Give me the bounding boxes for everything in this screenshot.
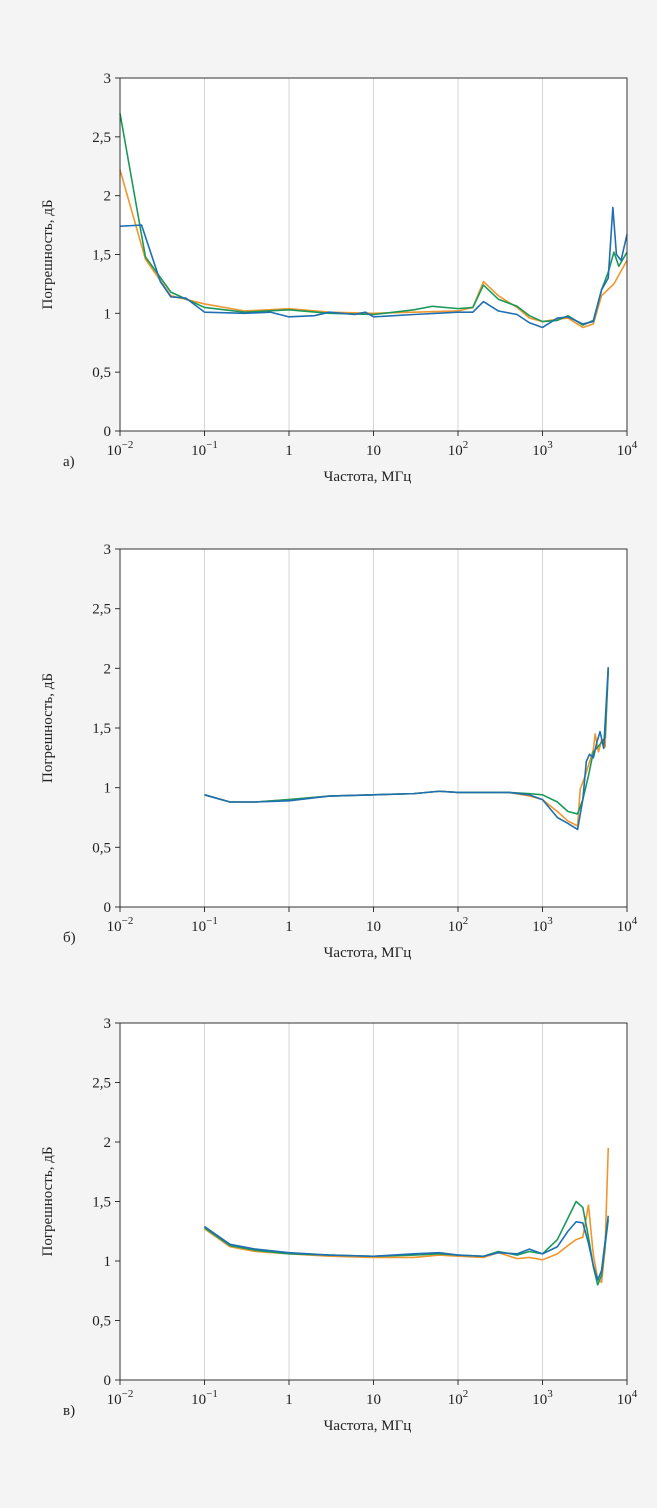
panel-label: а)	[63, 454, 75, 470]
series-line-orange	[119, 169, 628, 329]
series-line-blue	[119, 206, 628, 329]
y-tick-label: 0,5	[92, 1314, 111, 1330]
y-tick-label: 3	[104, 542, 112, 558]
y-tick-label: 0,5	[92, 365, 111, 381]
y-axis-title: Погрешность, дБ	[40, 673, 56, 783]
y-axis-title: Погрешность, дБ	[40, 200, 56, 310]
chart-panel-2: 0 0,5 1 1,5 2 2,5 3 10−2 10−1 1 10 102 103 104 Частота…	[40, 542, 638, 961]
x-axis-title: Частота, МГц	[324, 945, 412, 961]
panel-label: б)	[63, 930, 76, 946]
y-tick-label: 3	[104, 1016, 112, 1032]
chart-panel-1: 0 0,5 1 1,5 2 2,5 3 10−2 10−1 1 10 102 103 104 Частота…	[40, 71, 638, 485]
series-line-blue	[204, 1215, 610, 1281]
x-tick-label: 10	[366, 443, 381, 459]
y-tick-label: 0	[104, 424, 112, 440]
y-tick-label: 1	[104, 306, 112, 322]
panel-label: в)	[63, 1403, 75, 1419]
x-tick-label: 10	[366, 1392, 381, 1408]
y-tick-label: 1,5	[92, 1195, 111, 1211]
x-tick-label: 104	[617, 439, 638, 459]
x-tick-label: 103	[532, 915, 553, 935]
y-tick-label: 1,5	[92, 248, 111, 264]
y-tick-label: 2	[104, 661, 112, 677]
x-tick-label: 10	[366, 919, 381, 935]
chart-panel-3: 0 0,5 1 1,5 2 2,5 3 10−2 10−1 1 10 102 103 104 Частота…	[40, 1016, 638, 1434]
x-tick-label: 1	[285, 919, 293, 935]
y-tick-label: 3	[104, 71, 112, 87]
y-tick-label: 2	[104, 189, 112, 205]
series-line-blue	[204, 667, 610, 831]
y-tick-label: 1	[104, 781, 112, 797]
y-tick-label: 2	[104, 1135, 112, 1151]
x-tick-label: 1	[285, 1392, 293, 1408]
y-tick-label: 1,5	[92, 721, 111, 737]
x-tick-label: 10−2	[107, 439, 134, 459]
x-tick-label: 104	[617, 915, 638, 935]
x-tick-label: 10−2	[107, 1388, 134, 1408]
x-tick-label: 103	[532, 1388, 553, 1408]
y-axis-title: Погрешность, дБ	[40, 1147, 56, 1257]
y-tick-label: 2,5	[92, 130, 111, 146]
y-tick-label: 2,5	[92, 1076, 111, 1092]
x-tick-label: 104	[617, 1388, 638, 1408]
y-tick-label: 2,5	[92, 602, 111, 618]
x-tick-label: 10−1	[191, 439, 218, 459]
y-tick-label: 0,5	[92, 840, 111, 856]
x-tick-label: 10−1	[191, 1388, 218, 1408]
x-tick-label: 102	[448, 1388, 469, 1408]
x-tick-label: 10−1	[191, 915, 218, 935]
x-tick-label: 102	[448, 439, 469, 459]
x-tick-label: 103	[532, 439, 553, 459]
series-line-orange	[204, 1147, 610, 1284]
x-tick-label: 10−2	[107, 915, 134, 935]
y-tick-label: 0	[104, 900, 112, 916]
x-axis-title: Частота, МГц	[324, 469, 412, 485]
x-axis-title: Частота, МГц	[324, 1418, 412, 1434]
x-tick-label: 1	[285, 443, 293, 459]
y-tick-label: 0	[104, 1373, 112, 1389]
y-tick-label: 1	[104, 1254, 112, 1270]
x-tick-label: 102	[448, 915, 469, 935]
